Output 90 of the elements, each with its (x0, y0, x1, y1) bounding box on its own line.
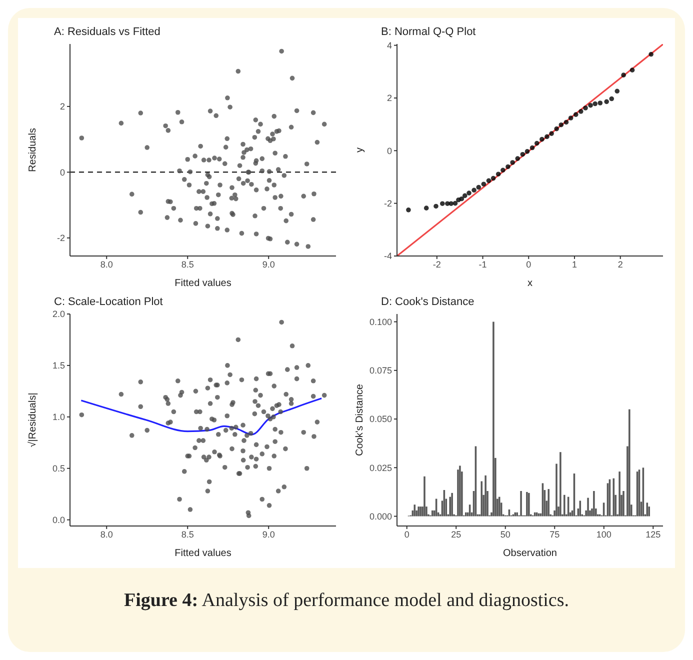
point (609, 96, 614, 102)
x-tick-label: 100 (596, 529, 612, 540)
point (534, 140, 540, 146)
point (500, 168, 506, 173)
point (524, 149, 530, 154)
point (578, 109, 584, 114)
point (614, 88, 620, 94)
point (588, 102, 593, 108)
x-tick-label: 25 (451, 529, 462, 540)
chart-title: B: Normal Q-Q Plot (380, 26, 477, 40)
point (544, 134, 550, 140)
y-tick-label: 0.5 (52, 464, 65, 474)
point (434, 204, 438, 209)
x-tick-label: 8.5 (181, 529, 194, 540)
point (448, 201, 454, 206)
x-tick-label: -1 (478, 259, 487, 270)
x-tick-label: 2 (618, 259, 623, 270)
point (540, 136, 544, 142)
point (406, 208, 411, 212)
point (490, 176, 496, 181)
chart-title: C: Scale-Location Plot (53, 296, 164, 310)
point (424, 206, 429, 210)
point (440, 201, 445, 206)
x-tick-label: 75 (550, 529, 560, 540)
point (604, 99, 609, 104)
point (506, 164, 510, 170)
point (568, 116, 574, 120)
x-tick-label: 125 (646, 529, 661, 540)
y-axis-title: y (354, 148, 366, 152)
caption: Figure 4: Analysis of performance model and diagnostics. (123, 590, 570, 612)
y-tick-label: 1.0 (52, 412, 65, 422)
x-axis-title: Fitted values (174, 278, 232, 289)
y-tick-label: 0.000 (369, 511, 392, 522)
y-tick-label: -2 (56, 233, 65, 244)
point (486, 178, 492, 184)
point (462, 193, 468, 198)
point (481, 182, 486, 187)
y-tick-label: 0.075 (369, 366, 392, 376)
point (598, 100, 603, 106)
point (496, 172, 501, 176)
x-tick-label: 8.5 (181, 259, 194, 270)
y-axis-title: √|Residuals| (28, 392, 39, 448)
y-tick-label: 0.100 (369, 316, 392, 327)
point (554, 126, 559, 132)
point (520, 152, 526, 157)
y-tick-label: 2 (60, 102, 65, 112)
point (621, 72, 626, 78)
point (510, 160, 515, 165)
y-tick-label: 0.025 (369, 462, 392, 473)
y-tick-label: 2 (386, 93, 392, 104)
y-tick-label: 2.0 (52, 309, 65, 320)
point (583, 106, 588, 110)
point (530, 145, 535, 150)
y-tick-label: 1.5 (52, 360, 65, 371)
y-tick-label: 0.050 (369, 414, 392, 424)
y-axis-title: Residuals (28, 128, 39, 172)
point (476, 184, 482, 190)
point (466, 190, 472, 196)
x-tick-label: 50 (500, 529, 510, 540)
point (573, 112, 578, 117)
x-tick-label: 8.0 (100, 259, 113, 270)
x-tick-label: 0 (526, 259, 532, 270)
point (459, 196, 464, 202)
y-tick-label: 0 (386, 146, 392, 156)
point (515, 156, 520, 161)
y-tick-label: 0 (60, 167, 65, 178)
x-axis-title: Observation (503, 548, 557, 559)
x-tick-label: 0 (404, 529, 410, 540)
point (630, 68, 635, 72)
y-tick-label: 0.0 (52, 515, 65, 526)
chart-title: D: Cook's Distance (380, 296, 476, 310)
point (592, 101, 598, 106)
y-tick-label: -4 (384, 251, 392, 262)
x-tick-label: -2 (432, 259, 441, 270)
point (558, 122, 564, 128)
point (452, 200, 458, 206)
point (549, 131, 554, 136)
y-tick-label: 4 (386, 40, 392, 51)
y-tick-label: -2 (384, 198, 392, 209)
chart-title: A: Residuals vs Fitted (53, 26, 162, 40)
x-tick-label: 9.0 (262, 259, 275, 270)
x-tick-label: 9.0 (262, 529, 275, 540)
y-axis-title: Cook's Distance (354, 384, 366, 456)
x-tick-label: 1 (572, 259, 577, 270)
point (564, 120, 569, 125)
x-tick-label: 8.0 (100, 529, 113, 540)
point (472, 188, 476, 193)
x-axis-title: Fitted values (174, 548, 232, 559)
x-axis-title: x (528, 278, 532, 289)
point (648, 52, 654, 57)
